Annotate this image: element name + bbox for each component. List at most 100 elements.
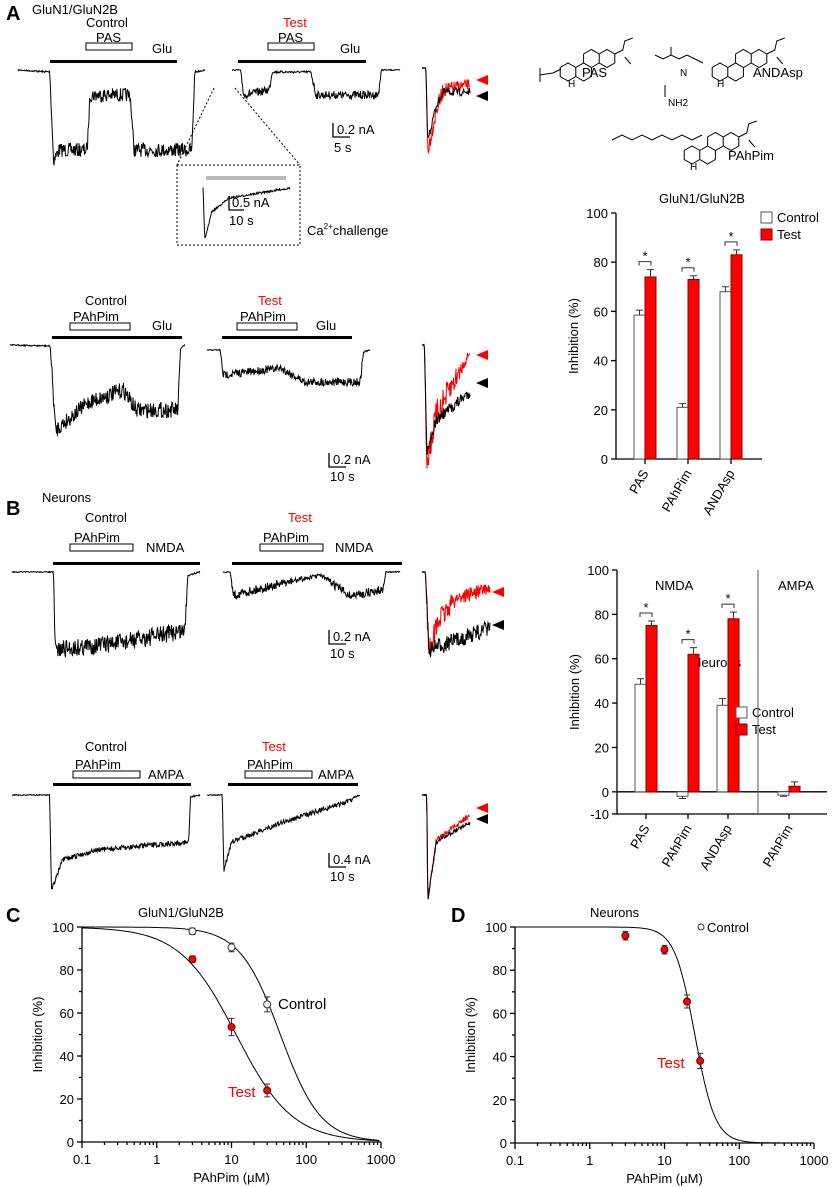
glun-bar-chart-xtick-label: PAhPim <box>659 467 695 514</box>
row2-test-drug: PAhPim <box>240 309 286 324</box>
row1-test-agonist: Glu <box>340 41 360 56</box>
panel-c-chart-point-test <box>263 1086 272 1095</box>
glun-bar-chart-error-bar <box>690 275 697 280</box>
glun-bar-chart-error-bar <box>647 269 654 277</box>
neuron-bar-chart-ytick-label: 40 <box>595 696 609 711</box>
panel-c-chart-ytick-label: 60 <box>60 1006 74 1021</box>
inset-scale-bar <box>228 196 244 211</box>
atom-h-pahpim: H <box>690 162 697 173</box>
row2-scale-time: 10 s <box>330 469 355 484</box>
neuron-bar-chart-error-bar <box>730 611 737 619</box>
glun-bar-chart-bar-test <box>644 276 657 460</box>
neuron-bar-chart-ytick-label: 20 <box>595 740 609 755</box>
andasp-chain <box>654 47 704 97</box>
row1-overlay-control-trace <box>421 67 471 139</box>
panel-d-chart-ytick-label: 100 <box>485 920 507 935</box>
glun-bar-chart-title: GluN1/GluN2B <box>659 191 745 206</box>
row2-control-agonist: Glu <box>152 318 172 333</box>
row4-test-drug-bar <box>244 770 313 779</box>
row2-scale-bar <box>328 453 346 468</box>
panel-c-chart-xtick-label: 100 <box>295 1152 317 1167</box>
neuron-bar-chart-ytick-label: -10 <box>590 807 609 822</box>
panel-d-chart-xtick-label: 0.1 <box>506 1153 524 1168</box>
panel-label-b: B <box>6 498 20 520</box>
row1-test-agonist-bar <box>238 60 366 63</box>
panel-d-chart-ytick-label: 60 <box>493 1006 507 1021</box>
atom-h-andasp: H <box>717 79 724 90</box>
neuron-bar-chart-legend-label-test: Test <box>752 722 776 737</box>
row2-test-arrow <box>476 350 488 360</box>
panel-label-d: D <box>451 905 465 927</box>
inset-zoom-lines <box>176 87 301 166</box>
glun-bar-chart-sig-bracket <box>638 261 652 266</box>
neuron-bar-chart-bar-test <box>687 653 700 793</box>
pas-steroid-side <box>614 37 633 65</box>
row2-test-trace <box>206 348 371 388</box>
glun-bar-chart-ytick-label: 60 <box>594 304 608 319</box>
row3-test-drug: PAhPim <box>263 530 309 545</box>
row1-control-label: Control <box>86 15 128 30</box>
panel-c-chart-title: GluN1/GluN2B <box>138 905 224 920</box>
row1-test-label: Test <box>283 15 307 30</box>
group-label-nmda: NMDA <box>655 578 694 593</box>
panel-label-a: A <box>6 3 20 25</box>
group-label-ampa: AMPA <box>778 578 814 593</box>
structure-label-andasp: ANDAsp <box>753 65 803 80</box>
panel-c-chart-fit-curve-1 <box>81 927 380 1142</box>
row1-control-trace <box>17 68 206 166</box>
neuron-bar-chart-xtick-label: PAhPim <box>760 822 796 869</box>
panel-d-chart-point-test <box>696 1056 705 1065</box>
panel-d-chart-xtick-label: 10 <box>657 1153 671 1168</box>
glun-bar-chart-ytick-label: 80 <box>594 255 608 270</box>
glun-bar-chart-bar-control <box>676 406 689 460</box>
row4-scale-bar <box>328 853 346 868</box>
pas-steroid-rings <box>559 48 616 82</box>
panel-d-chart-ytick-label: 80 <box>493 963 507 978</box>
row3-overlay-test-trace <box>421 571 491 652</box>
panel-b-title: Neurons <box>42 490 92 505</box>
row4-control-drug-bar <box>72 770 141 779</box>
glun-bar-chart-sig-bracket <box>724 241 738 246</box>
row2-control-trace <box>9 343 186 437</box>
glun-bar-chart-bar-control <box>633 314 646 460</box>
row1-test-drug: PAS <box>278 30 303 45</box>
row1-test-trace <box>231 68 401 101</box>
neuron-bar-chart-sig-star: * <box>725 591 730 606</box>
neuron-bar-chart-bar-test <box>645 624 658 793</box>
inset-challenge-bar <box>206 176 286 180</box>
row4-scale-time: 10 s <box>330 869 355 884</box>
row4-overlay-test-trace <box>421 793 471 900</box>
panel-d-chart-axes <box>514 927 814 1144</box>
row2-test-drug-bar <box>236 322 298 331</box>
row3-control-drug-bar <box>69 543 134 552</box>
glun-bar-chart-ytick-label: 40 <box>594 354 608 369</box>
panel-d-chart-xtick-label: 1000 <box>800 1153 829 1168</box>
panel-c-chart-xtick-label: 1000 <box>367 1152 396 1167</box>
pahpim-steroid-side <box>738 120 757 148</box>
neuron-bar-chart-xtick-label: ANDAsp <box>697 822 735 873</box>
neuron-bar-chart-xtick-label: PAhPim <box>659 822 695 869</box>
glun-bar-chart-sig-star: * <box>728 229 733 244</box>
panel-d-chart-point-test <box>660 945 669 954</box>
panel-c-chart-ylabel: Inhibition (%) <box>30 997 45 1073</box>
neuron-bar-chart-sig-bracket <box>681 639 695 644</box>
inset-scale-time: 10 s <box>229 213 254 228</box>
panel-c-chart-point-control <box>227 943 236 952</box>
neuron-bar-chart-error-bar <box>690 647 697 655</box>
neuron-bar-chart-sig-bracket <box>721 603 735 609</box>
neuron-bar-chart-bar-test <box>788 785 801 793</box>
row2-overlay-test-trace <box>421 343 471 469</box>
glun-bar-chart-legend-swatch-test <box>760 228 773 241</box>
panel-d-chart-ytick-label: 40 <box>493 1050 507 1065</box>
panel-c-chart-ytick-label: 20 <box>60 1092 74 1107</box>
atom-h-pas: H <box>568 79 575 90</box>
panel-d-chart-xlabel: PAhPim (µM) <box>626 1171 703 1186</box>
row4-control-drug: PAhPim <box>75 757 121 772</box>
neuron-bar-chart-legend-swatch-test <box>735 723 748 736</box>
ca-text: Ca <box>307 223 324 238</box>
glun-bar-chart-bar-test <box>730 254 743 460</box>
panel-c-chart-point-test <box>188 955 197 964</box>
neuron-bar-chart-xtick-label: PAS <box>627 822 653 851</box>
pahpim-steroid-rings <box>683 131 740 165</box>
